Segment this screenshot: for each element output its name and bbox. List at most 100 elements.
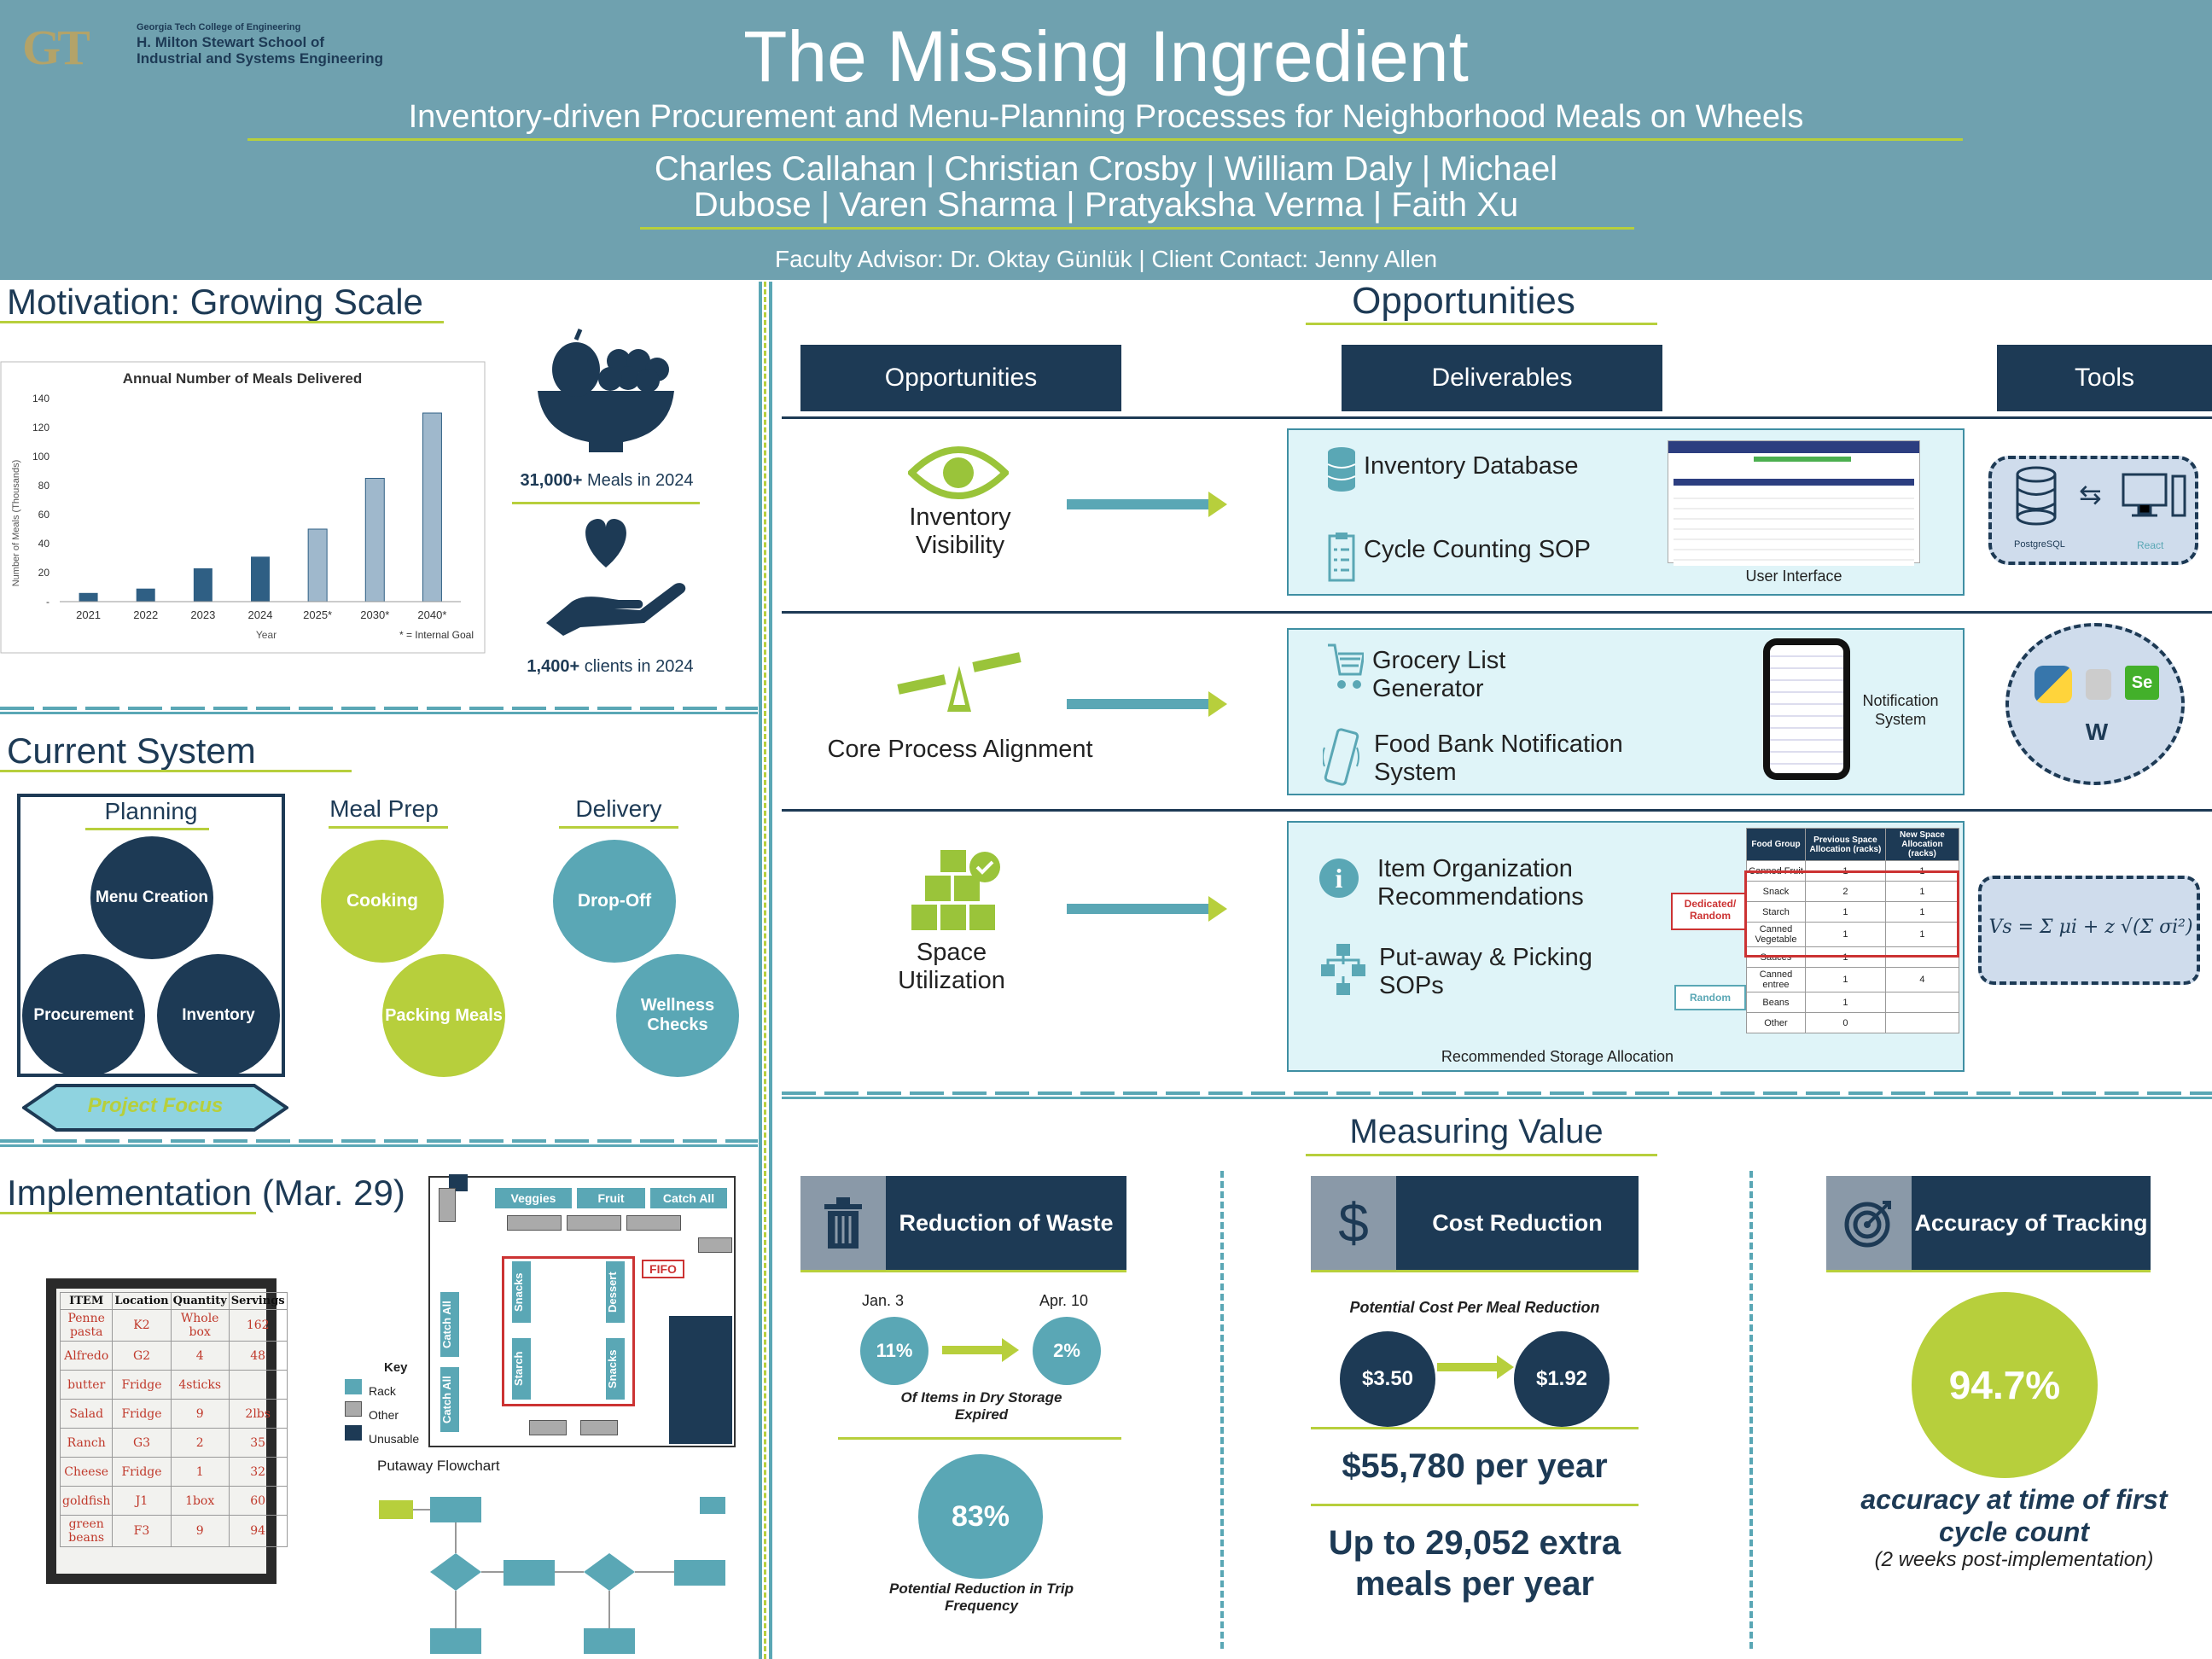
row-line-1	[782, 416, 2212, 419]
whiteboard-cell: 1	[170, 1457, 230, 1487]
whiteboard-header: Quantity	[170, 1292, 230, 1310]
chart-xlabel: Year	[256, 629, 276, 641]
putaway-flowchart	[379, 1497, 725, 1654]
chart-frame	[0, 361, 486, 654]
whiteboard-header: Servings	[228, 1292, 288, 1310]
cooking-circle: Cooking	[321, 840, 444, 963]
wellness-circle: Wellness Checks	[616, 954, 739, 1077]
row1-caption: User Interface	[1745, 568, 1842, 585]
ui-screenshot	[1668, 440, 1920, 566]
key-rack: Rack	[369, 1384, 396, 1398]
chart-bar	[193, 568, 212, 602]
whiteboard-cell: green beans	[59, 1515, 114, 1547]
mv-divider-2	[1749, 1171, 1753, 1649]
row1-label: Inventory Visibility	[909, 504, 1011, 559]
key-other: Other	[369, 1408, 399, 1422]
whiteboard-cell	[228, 1370, 288, 1400]
chart-title: Annual Number of Meals Delivered	[123, 370, 363, 387]
other-block	[529, 1420, 567, 1435]
key-unusable-swatch	[345, 1425, 362, 1441]
row3-caption: Recommended Storage Allocation	[1441, 1048, 1674, 1065]
whiteboard-row: Alfredo G2 4 48	[59, 1341, 288, 1371]
planning-label: Planning	[104, 798, 198, 824]
authors-line1: Charles Callahan | Christian Crosby | Wi…	[654, 150, 1558, 188]
y-tick-label: 100	[32, 451, 49, 463]
boxes-icon	[911, 850, 1000, 930]
target-icon	[1826, 1176, 1912, 1270]
chart-bar	[79, 592, 98, 602]
fifo-zone	[502, 1256, 635, 1406]
accuracy-note: (2 weeks post-implementation)	[1874, 1548, 2154, 1571]
postgres-label: PostgreSQL	[2014, 539, 2065, 550]
tools-box-1: ⇆ PostgreSQL React	[1988, 456, 2198, 565]
other-block	[567, 1215, 621, 1231]
swap-icon: ⇆	[2079, 479, 2102, 509]
key-other-swatch	[345, 1401, 362, 1417]
alloc-cell: Beans	[1746, 992, 1806, 1013]
chart-ylabel: Number of Meals (Thousands)	[11, 460, 21, 587]
col-tools-header: Tools	[1997, 345, 2212, 411]
alloc-cell: Canned entree	[1746, 967, 1806, 992]
whiteboard-cell: Salad	[59, 1399, 114, 1429]
cart-icon	[1328, 643, 1364, 689]
flowchart-icon	[1321, 944, 1365, 995]
computer-icon	[2122, 473, 2186, 517]
chart-bar	[364, 478, 385, 602]
whiteboard-cell: 2lbs	[228, 1399, 288, 1429]
y-tick-label: 80	[38, 480, 50, 492]
row-line-3	[782, 809, 2212, 812]
info-icon: i	[1319, 859, 1359, 898]
row1-item2: Cycle Counting SOP	[1364, 536, 1591, 563]
whiteboard-cell: Fridge	[112, 1370, 172, 1400]
alloc-cell: 1	[1804, 922, 1886, 947]
whiteboard-cell: 60	[228, 1486, 288, 1516]
org-line1: Georgia Tech College of Engineering	[137, 22, 301, 32]
extra-meals: Up to 29,052 extra meals per year	[1328, 1524, 1621, 1603]
x-tick-label: 2024	[248, 608, 273, 621]
org-line2: H. Milton Stewart School of	[137, 34, 325, 50]
whiteboard-cell: F3	[112, 1515, 172, 1547]
dessert-rack: Dessert	[606, 1261, 625, 1323]
authors-line2: Dubose | Varen Sharma | Pratyaksha Verma…	[693, 186, 1519, 224]
whiteboard-row: Penne pasta K2 Whole box 162	[59, 1309, 288, 1342]
catch-all-rack-side1: Catch All	[440, 1292, 459, 1357]
unusable-block	[669, 1316, 732, 1444]
cost-arrow	[1437, 1355, 1514, 1379]
org-line3: Industrial and Systems Engineering	[137, 50, 384, 67]
cost-from-circle: $3.50	[1340, 1331, 1435, 1427]
key-unusable: Unusable	[369, 1432, 420, 1446]
y-tick-label: 20	[38, 567, 50, 579]
clipboard-icon	[1328, 533, 1355, 582]
measuring-underline	[1306, 1154, 1657, 1156]
x-tick-label: 2040*	[417, 608, 446, 621]
alloc-cell: 1	[1804, 992, 1886, 1013]
whiteboard-cell: 94	[228, 1515, 288, 1547]
tools-box-3: Vs = Σ μi + z √(Σ σi²)	[1978, 876, 2200, 985]
alloc-cell: Snack	[1746, 881, 1806, 902]
row3-item2: Put-away & Picking SOPs	[1379, 944, 1592, 999]
cost-header: $ Cost Reduction	[1311, 1176, 1639, 1270]
whiteboard-cell: Whole box	[170, 1309, 230, 1342]
alloc-cell: 1	[1884, 901, 1960, 923]
alloc-row: Beans 1	[1746, 992, 1960, 1013]
react-label: React	[2137, 539, 2164, 551]
cost-caption: Potential Cost Per Meal Reduction	[1349, 1299, 1600, 1316]
row2-item1: Grocery List Generator	[1372, 647, 1506, 702]
packing-circle: Packing Meals	[382, 954, 505, 1077]
row2-caption: Notification System	[1862, 692, 1939, 728]
alloc-cell: 1	[1804, 967, 1886, 992]
waste-mid-line	[838, 1437, 1121, 1440]
w-label: W	[2085, 719, 2109, 745]
inventory-circle: Inventory	[157, 954, 280, 1077]
dollar-icon: $	[1311, 1176, 1396, 1270]
row1-item1: Inventory Database	[1364, 452, 1579, 480]
delivery-label: Delivery	[575, 795, 662, 822]
whiteboard-cell: 35	[228, 1428, 288, 1458]
eye-icon	[908, 446, 1009, 499]
x-tick-label: 2025*	[303, 608, 332, 621]
unusable-block	[449, 1174, 468, 1191]
accuracy-caption: accuracy at time of first cycle count	[1860, 1484, 2168, 1547]
row1-arrow	[1067, 492, 1227, 517]
project-focus-banner	[22, 1084, 288, 1132]
other-block	[439, 1188, 456, 1222]
